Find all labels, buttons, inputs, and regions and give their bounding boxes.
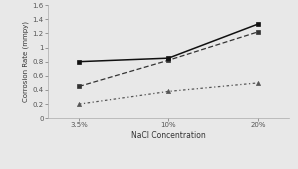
Line: 60°C: 60°C — [77, 30, 260, 89]
80°C — [167, 57, 170, 59]
60°C — [256, 31, 260, 33]
60°C — [167, 59, 170, 61]
60°C — [77, 86, 81, 88]
Line: 80°C: 80°C — [77, 22, 260, 64]
Line: Room Temperature: Room Temperature — [77, 81, 260, 106]
Room Temperature — [77, 103, 81, 105]
Y-axis label: Corrosion Rate (mmpy): Corrosion Rate (mmpy) — [23, 21, 30, 102]
Room Temperature — [256, 82, 260, 84]
Room Temperature — [167, 90, 170, 92]
80°C — [256, 23, 260, 25]
X-axis label: NaCl Concentration: NaCl Concentration — [131, 130, 206, 140]
80°C — [77, 61, 81, 63]
